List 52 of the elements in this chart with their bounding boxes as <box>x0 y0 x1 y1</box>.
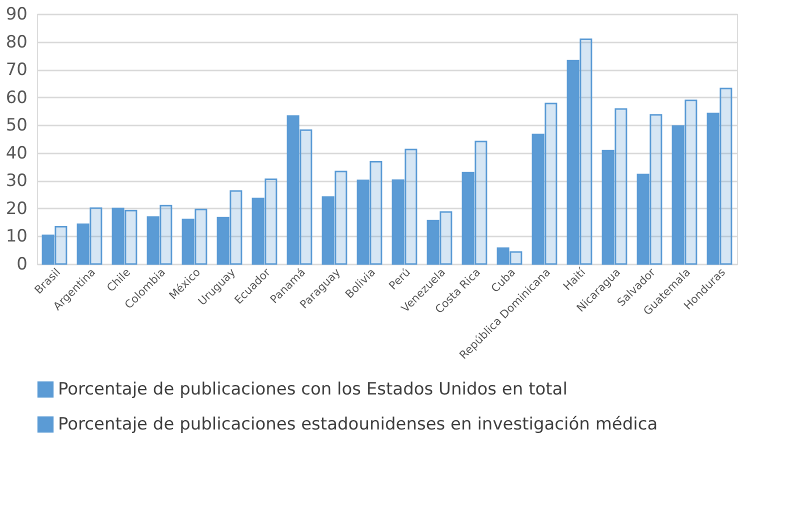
y-tick-label: 30 <box>6 171 28 192</box>
bar <box>510 251 522 265</box>
bar <box>334 170 348 265</box>
y-tick-label: 10 <box>6 226 28 247</box>
bar <box>720 88 732 265</box>
bar <box>544 102 558 265</box>
bar <box>216 216 230 265</box>
bar <box>182 218 194 265</box>
y-tick-label: 80 <box>6 32 28 52</box>
bar <box>440 211 452 265</box>
bar <box>426 220 440 265</box>
bar <box>160 204 172 265</box>
bar <box>54 226 68 265</box>
legend-label: Porcentaje de publicaciones estadounidenses en investigación médica <box>58 414 658 434</box>
bar <box>124 210 138 265</box>
bar <box>356 180 370 265</box>
bar <box>650 114 662 265</box>
bar <box>602 150 614 265</box>
bar <box>322 196 334 265</box>
bar <box>286 115 300 265</box>
bar <box>194 208 208 265</box>
y-tick-label: 0 <box>16 254 28 274</box>
bar <box>672 125 684 265</box>
y-tick-label: 50 <box>6 116 28 136</box>
y-tick-label: 70 <box>6 60 28 80</box>
bar <box>706 112 720 265</box>
bar <box>636 174 650 265</box>
bar <box>76 224 90 265</box>
bar <box>614 108 628 265</box>
bar <box>146 216 160 265</box>
bar <box>264 178 278 265</box>
bar <box>404 148 418 265</box>
y-tick-label: 60 <box>6 88 28 108</box>
legend-label: Porcentaje de publicaciones con los Estados Unidos en total <box>58 380 568 400</box>
bar <box>42 234 54 265</box>
bar <box>392 179 404 265</box>
bar <box>462 172 474 265</box>
bar <box>684 100 698 265</box>
bar <box>580 38 592 265</box>
bar <box>300 129 312 265</box>
bar <box>474 140 488 265</box>
bar <box>370 161 382 265</box>
y-tick-label: 20 <box>6 198 28 219</box>
bar <box>112 208 124 265</box>
bar <box>230 190 242 265</box>
bar <box>496 247 510 265</box>
bar <box>90 207 102 265</box>
bar <box>252 198 264 265</box>
y-tick-label: 90 <box>6 4 28 24</box>
bar <box>566 60 580 265</box>
y-tick-label: 40 <box>6 143 28 164</box>
bar <box>532 134 544 265</box>
